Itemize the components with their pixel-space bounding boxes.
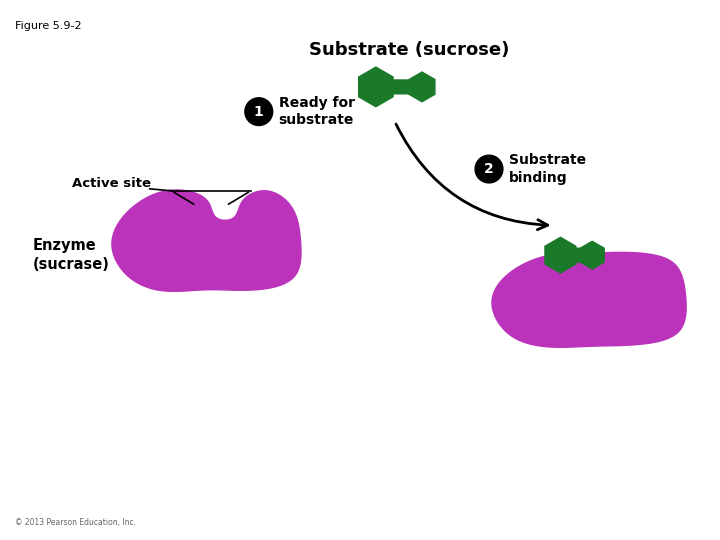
Text: Enzyme
(sucrase): Enzyme (sucrase) xyxy=(32,238,109,272)
Polygon shape xyxy=(112,190,301,291)
Text: Substrate (sucrose): Substrate (sucrose) xyxy=(310,41,510,59)
Text: Figure 5.9-2: Figure 5.9-2 xyxy=(14,21,81,31)
Polygon shape xyxy=(409,72,435,102)
Text: Substrate
binding: Substrate binding xyxy=(509,153,586,185)
Polygon shape xyxy=(545,238,576,273)
Text: Active site: Active site xyxy=(72,178,151,191)
Polygon shape xyxy=(492,252,686,347)
Polygon shape xyxy=(580,241,604,269)
Text: Ready for
substrate: Ready for substrate xyxy=(279,96,355,127)
Circle shape xyxy=(475,155,503,183)
Text: 2: 2 xyxy=(484,162,494,176)
Text: © 2013 Pearson Education, Inc.: © 2013 Pearson Education, Inc. xyxy=(14,518,135,528)
Text: 1: 1 xyxy=(254,105,264,119)
Polygon shape xyxy=(359,67,393,107)
FancyBboxPatch shape xyxy=(382,80,418,94)
Circle shape xyxy=(245,98,273,125)
FancyBboxPatch shape xyxy=(560,248,592,262)
